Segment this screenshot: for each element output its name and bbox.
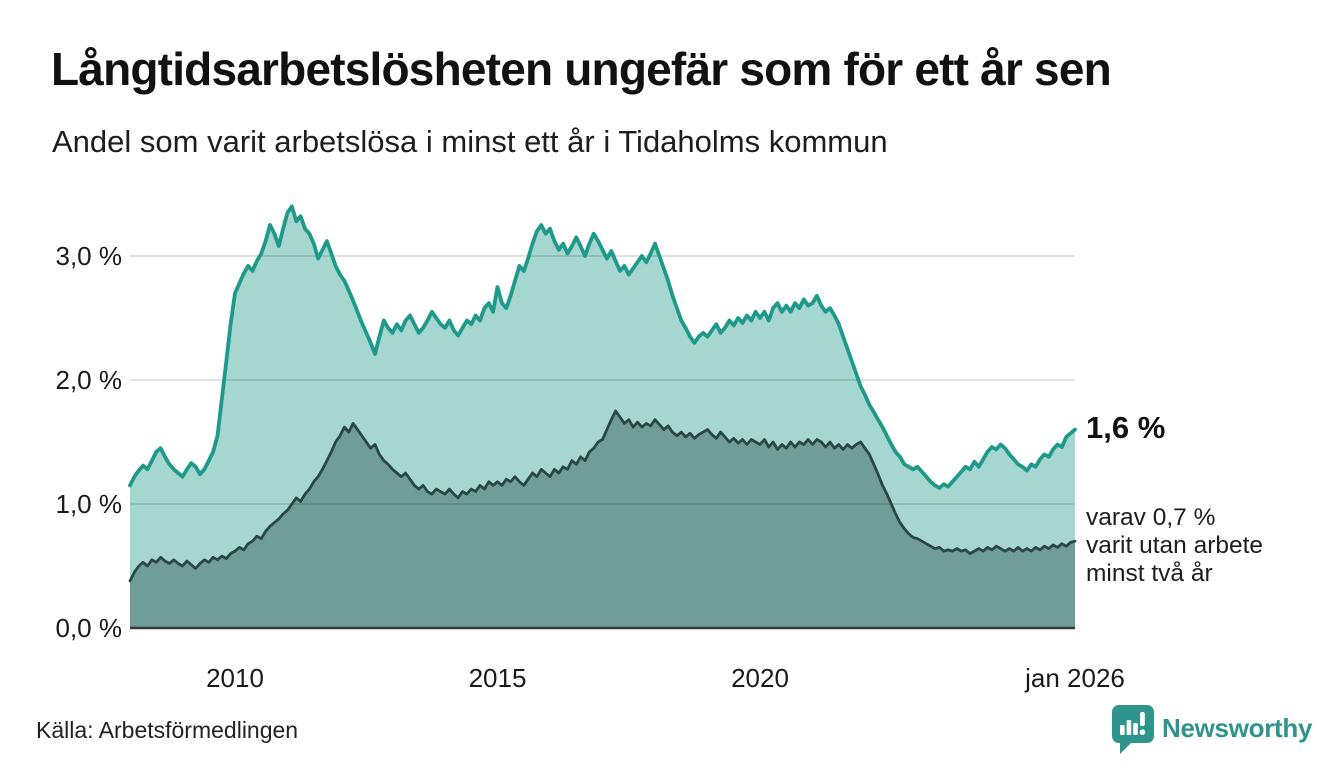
source-label: Källa: Arbetsförmedlingen	[36, 717, 299, 743]
series2-area-fill	[130, 411, 1075, 628]
newsworthy-bar-chart-icon	[1112, 705, 1154, 754]
series1-line	[128, 204, 1077, 490]
y-axis-tick-label: 3,0 %	[56, 241, 123, 271]
secondary-value-line: varit utan arbete	[1086, 532, 1264, 559]
x-axis-tick-label: 2020	[731, 663, 789, 693]
secondary-value-line: minst två år	[1086, 560, 1213, 587]
y-axis-tick-label: 2,0 %	[56, 365, 123, 395]
x-axis-tick-label: jan 2026	[1024, 663, 1125, 693]
secondary-value-line: varav 0,7 %	[1086, 504, 1216, 531]
x-axis-tick-label: 2010	[206, 663, 264, 693]
series2-line	[128, 409, 1077, 583]
newsworthy-logo: Newsworthy	[1112, 705, 1312, 755]
chart-title: Långtidsarbetslösheten ungefär som för e…	[51, 43, 1112, 95]
x-axis-tick-label: 2015	[469, 663, 527, 693]
area-chart: 0,0 % 1,0 % 2,0 % 3,0 % 2010 2015 2020 jan 2026	[56, 204, 1125, 693]
chart-subtitle: Andel som varit arbetslösa i minst ett å…	[52, 124, 888, 159]
y-axis-tick-label: 0,0 %	[56, 613, 123, 643]
newsworthy-wordmark: Newsworthy	[1162, 713, 1313, 743]
y-axis-tick-label: 1,0 %	[56, 489, 123, 519]
latest-value-label: 1,6 %	[1086, 410, 1166, 445]
secondary-value-label: varav 0,7 % varit utan arbete minst två …	[1086, 504, 1263, 588]
